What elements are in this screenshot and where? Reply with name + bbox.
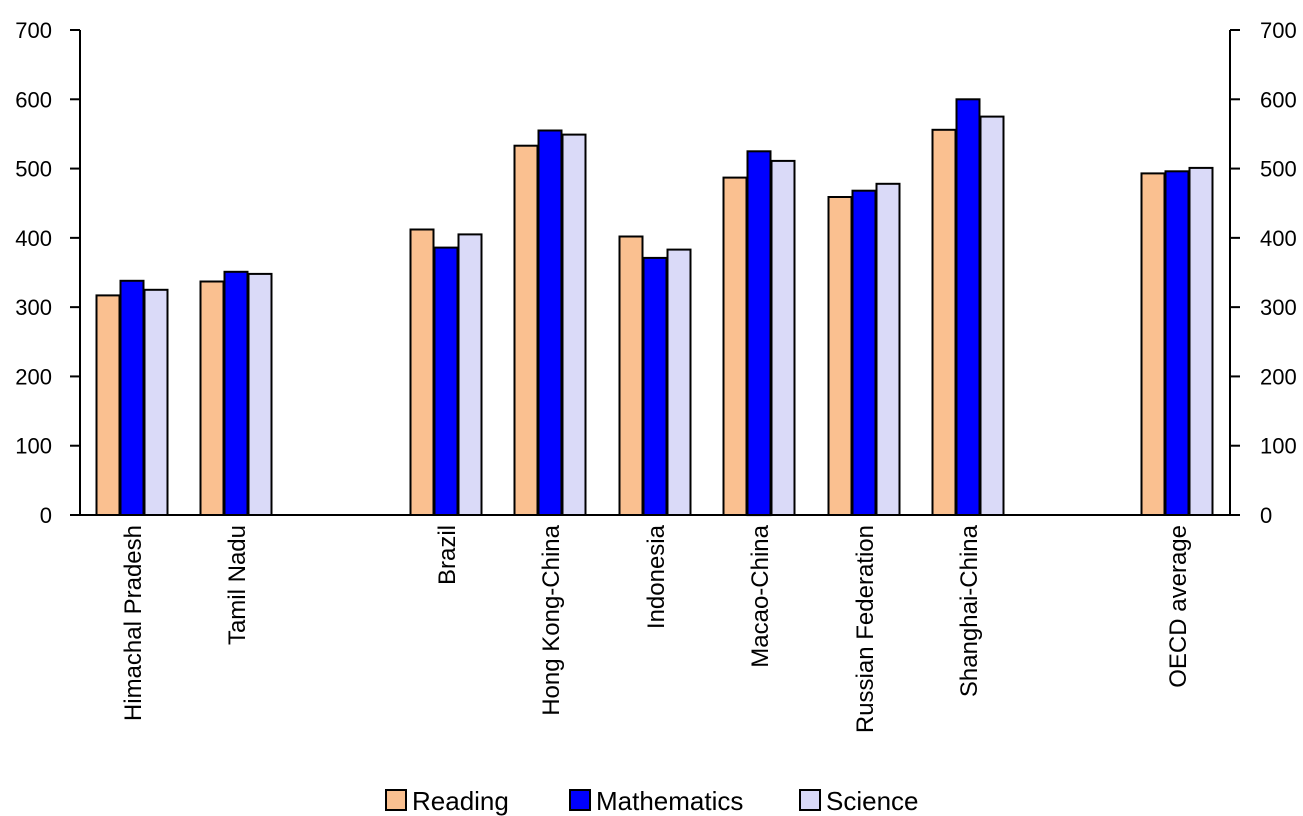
bar-shanghai-china-reading bbox=[931, 128, 957, 517]
bar-tamil-nadu-reading bbox=[199, 280, 225, 516]
legend-swatch-science bbox=[799, 789, 821, 811]
bar-russian-federation-science bbox=[875, 182, 901, 517]
legend-label-reading: Reading bbox=[412, 786, 509, 816]
bars-group bbox=[95, 98, 1214, 517]
y-tick-label-right-500: 500 bbox=[1260, 157, 1297, 182]
legend-swatch-mathematics bbox=[569, 789, 591, 811]
x-label-himachal-pradesh: Himachal Pradesh bbox=[120, 525, 147, 721]
x-label-tamil-nadu: Tamil Nadu bbox=[224, 525, 251, 645]
y-tick-label-right-700: 700 bbox=[1260, 18, 1297, 43]
bar-himachal-pradesh-mathematics bbox=[119, 279, 145, 516]
bar-oecd-average-reading bbox=[1140, 172, 1166, 516]
bar-indonesia-science bbox=[666, 248, 692, 516]
bar-brazil-mathematics bbox=[433, 246, 459, 516]
x-label-brazil: Brazil bbox=[434, 525, 461, 585]
bar-brazil-science bbox=[457, 233, 483, 516]
x-label-hong-kong-china: Hong Kong-China bbox=[538, 524, 565, 715]
y-tick-label-right-0: 0 bbox=[1260, 503, 1272, 528]
x-label-indonesia: Indonesia bbox=[643, 524, 670, 629]
bar-russian-federation-reading bbox=[827, 196, 853, 516]
x-label-shanghai-china: Shanghai-China bbox=[956, 524, 983, 697]
y-tick-label-left-100: 100 bbox=[15, 434, 52, 459]
y-tick-label-left-500: 500 bbox=[15, 157, 52, 182]
y-tick-label-left-400: 400 bbox=[15, 226, 52, 251]
y-axis-right-ticks: 0 100 200 300 400 500 600 700 bbox=[1230, 18, 1297, 528]
bar-russian-federation-mathematics bbox=[851, 189, 877, 516]
bar-hong-kong-china-mathematics bbox=[537, 129, 563, 516]
legend: Reading Mathematics Science bbox=[385, 786, 919, 816]
bar-hong-kong-china-science bbox=[561, 133, 587, 516]
bar-tamil-nadu-science bbox=[247, 272, 273, 516]
y-tick-label-left-200: 200 bbox=[15, 364, 52, 389]
axes-group bbox=[79, 30, 1231, 516]
bar-oecd-average-science bbox=[1188, 166, 1214, 516]
y-tick-label-right-600: 600 bbox=[1260, 87, 1297, 112]
bar-himachal-pradesh-science bbox=[143, 288, 169, 516]
bar-macao-china-reading bbox=[722, 176, 748, 516]
bar-shanghai-china-mathematics bbox=[955, 98, 981, 517]
x-label-russian-federation: Russian Federation bbox=[852, 525, 879, 733]
y-tick-label-right-400: 400 bbox=[1260, 226, 1297, 251]
y-tick-label-right-300: 300 bbox=[1260, 295, 1297, 320]
bar-hong-kong-china-reading bbox=[513, 144, 539, 516]
y-tick-label-left-700: 700 bbox=[15, 18, 52, 43]
legend-label-science: Science bbox=[826, 786, 919, 816]
legend-label-mathematics: Mathematics bbox=[596, 786, 743, 816]
y-axis-left-ticks: 0 100 200 300 400 500 600 700 bbox=[15, 18, 80, 528]
x-label-macao-china: Macao-China bbox=[747, 524, 774, 667]
bar-macao-china-science bbox=[770, 159, 796, 516]
y-tick-label-right-200: 200 bbox=[1260, 364, 1297, 389]
legend-swatch-reading bbox=[385, 789, 407, 811]
bar-shanghai-china-science bbox=[979, 115, 1005, 516]
y-tick-label-left-600: 600 bbox=[15, 87, 52, 112]
bar-indonesia-mathematics bbox=[642, 256, 668, 516]
y-tick-label-left-0: 0 bbox=[40, 503, 52, 528]
bar-oecd-average-mathematics bbox=[1164, 170, 1190, 517]
bar-himachal-pradesh-reading bbox=[95, 294, 121, 516]
bar-tamil-nadu-mathematics bbox=[223, 270, 249, 516]
bar-brazil-reading bbox=[409, 228, 435, 516]
y-tick-label-right-100: 100 bbox=[1260, 434, 1297, 459]
bar-macao-china-mathematics bbox=[746, 150, 772, 517]
bar-indonesia-reading bbox=[618, 235, 644, 516]
y-tick-label-left-300: 300 bbox=[15, 295, 52, 320]
x-axis-category-labels: Himachal Pradesh Tamil Nadu Brazil Hong Kon… bbox=[120, 524, 1192, 733]
x-label-oecd-average: OECD average bbox=[1165, 525, 1192, 688]
